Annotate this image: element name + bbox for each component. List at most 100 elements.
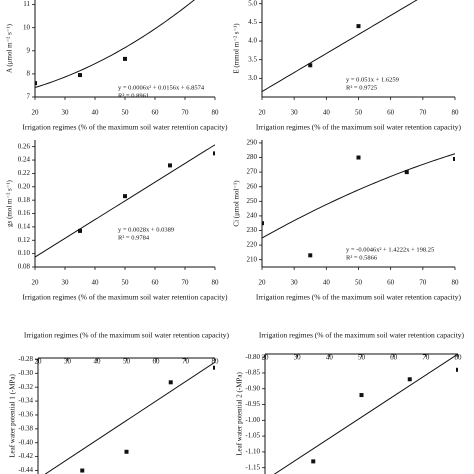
y-tick-label: 0.14 bbox=[18, 223, 31, 231]
x-tick-label: 40 bbox=[94, 358, 102, 366]
y-axis-title: A (μmol m⁻² s⁻¹) bbox=[6, 23, 14, 73]
y-tick-label: -1.05 bbox=[245, 432, 260, 440]
y-tick-label: 0.22 bbox=[18, 169, 31, 177]
r-squared: R² = 0.5866 bbox=[346, 254, 378, 261]
x-tick-label: 50 bbox=[358, 354, 366, 362]
y-tick-label: 0.12 bbox=[18, 236, 31, 244]
r-squared: R² = 0.9784 bbox=[118, 234, 150, 241]
y-axis-title: Leaf water potential 2 (-MPa) bbox=[236, 372, 244, 456]
x-tick-label: 60 bbox=[387, 279, 395, 287]
x-tick-label: 80 bbox=[452, 279, 460, 287]
data-point bbox=[311, 459, 316, 464]
x-tick-label: 30 bbox=[291, 109, 299, 117]
y-tick-label: 290 bbox=[247, 139, 258, 147]
x-tick-label: 20 bbox=[262, 354, 270, 362]
y-tick-label: 0.24 bbox=[18, 156, 31, 164]
y-tick-label: 0.20 bbox=[18, 182, 31, 190]
x-axis-title: Irrigation regimes (% of the maximum soi… bbox=[22, 123, 228, 132]
x-tick-label: 30 bbox=[62, 279, 70, 287]
x-tick-label: 50 bbox=[122, 109, 130, 117]
x-tick-label: 20 bbox=[32, 109, 40, 117]
data-point bbox=[262, 221, 264, 226]
x-tick-label: 60 bbox=[390, 354, 398, 362]
y-tick-label: 3.5 bbox=[248, 55, 257, 63]
r-squared: R² = 0.9725 bbox=[346, 84, 377, 91]
y-tick-label: -0.95 bbox=[245, 400, 260, 408]
y-tick-label: 270 bbox=[247, 168, 258, 176]
x-tick-label: 40 bbox=[323, 109, 331, 117]
equation: y = -0.0046x² + 1.4222x + 198.25 bbox=[346, 246, 434, 253]
x-tick-label: 30 bbox=[294, 354, 302, 362]
data-point bbox=[356, 155, 361, 160]
plot-area bbox=[44, 361, 215, 474]
y-tick-label: -0.30 bbox=[18, 369, 33, 377]
data-point bbox=[308, 63, 313, 68]
data-point bbox=[168, 163, 172, 168]
data-point bbox=[453, 156, 455, 161]
x-tick-label: 50 bbox=[355, 109, 363, 117]
plot-area bbox=[273, 354, 458, 474]
x-tick-label: 40 bbox=[92, 279, 100, 287]
x-tick-label: 80 bbox=[455, 354, 463, 362]
y-tick-label: 210 bbox=[247, 255, 258, 263]
data-point bbox=[35, 81, 37, 86]
x-tick-label: 50 bbox=[122, 279, 130, 287]
y-tick-label: 250 bbox=[247, 197, 258, 205]
data-point bbox=[407, 377, 412, 382]
data-point bbox=[124, 449, 129, 454]
data-point bbox=[359, 393, 364, 398]
plot-area bbox=[262, 153, 455, 258]
x-tick-label: 70 bbox=[182, 358, 190, 366]
x-tick-label: 60 bbox=[152, 109, 160, 117]
y-tick-label: 220 bbox=[247, 241, 258, 249]
x-tick-label: 70 bbox=[182, 279, 190, 287]
x-tick-label: 50 bbox=[123, 358, 131, 366]
x-tick-label: 30 bbox=[62, 109, 70, 117]
y-tick-label: -0.85 bbox=[245, 369, 260, 377]
data-point bbox=[356, 24, 361, 29]
x-tick-label: 80 bbox=[452, 109, 460, 117]
y-tick-label: -0.38 bbox=[18, 424, 33, 432]
x-tick-label: 40 bbox=[323, 279, 331, 287]
data-point bbox=[213, 151, 215, 156]
x-tick-label: 20 bbox=[35, 358, 43, 366]
x-axis-title: Irrigation regimes (% of the maximum soi… bbox=[22, 293, 228, 302]
y-tick-label: -0.28 bbox=[18, 355, 33, 363]
y-tick-label: 0.10 bbox=[18, 249, 31, 257]
x-tick-label: 80 bbox=[212, 358, 220, 366]
y-tick-label: -1.00 bbox=[245, 416, 260, 424]
fit-curve bbox=[35, 0, 195, 89]
x-tick-label: 30 bbox=[291, 279, 299, 287]
y-tick-label: -0.44 bbox=[18, 466, 33, 474]
y-tick-label: 8 bbox=[27, 70, 31, 78]
y-tick-label: -0.90 bbox=[245, 384, 260, 392]
data-point bbox=[404, 170, 409, 175]
x-axis-title: Irrigation regimes (% of the maximum soi… bbox=[256, 123, 462, 132]
y-tick-label: 0.18 bbox=[18, 196, 31, 204]
y-tick-label: 7 bbox=[27, 93, 31, 101]
y-axis-title: E (mmol m⁻² s⁻¹) bbox=[233, 23, 241, 74]
fit-line bbox=[273, 354, 458, 474]
data-point bbox=[213, 365, 215, 370]
y-tick-label: 0.08 bbox=[18, 263, 31, 271]
fit-curve bbox=[262, 153, 455, 239]
y-tick-label: -0.36 bbox=[18, 411, 33, 419]
plot-area bbox=[35, 144, 215, 258]
data-point bbox=[78, 73, 82, 78]
x-axis-title: Irrigation regimes (% of the maximum soi… bbox=[24, 331, 230, 340]
y-tick-label: 260 bbox=[247, 182, 258, 190]
y-tick-label: -0.32 bbox=[18, 383, 33, 391]
data-point bbox=[456, 367, 458, 372]
fit-curve bbox=[262, 0, 418, 92]
fit-line bbox=[44, 361, 215, 474]
x-tick-label: 60 bbox=[387, 109, 395, 117]
y-axis-title: Ci (μmol mol⁻¹) bbox=[233, 180, 241, 227]
x-tick-label: 80 bbox=[212, 109, 220, 117]
plot-area bbox=[262, 0, 418, 92]
y-tick-label: 9 bbox=[27, 46, 31, 54]
x-tick-label: 70 bbox=[182, 109, 190, 117]
y-tick-label: 10 bbox=[23, 23, 31, 31]
data-point bbox=[168, 380, 173, 385]
x-tick-label: 60 bbox=[152, 279, 160, 287]
